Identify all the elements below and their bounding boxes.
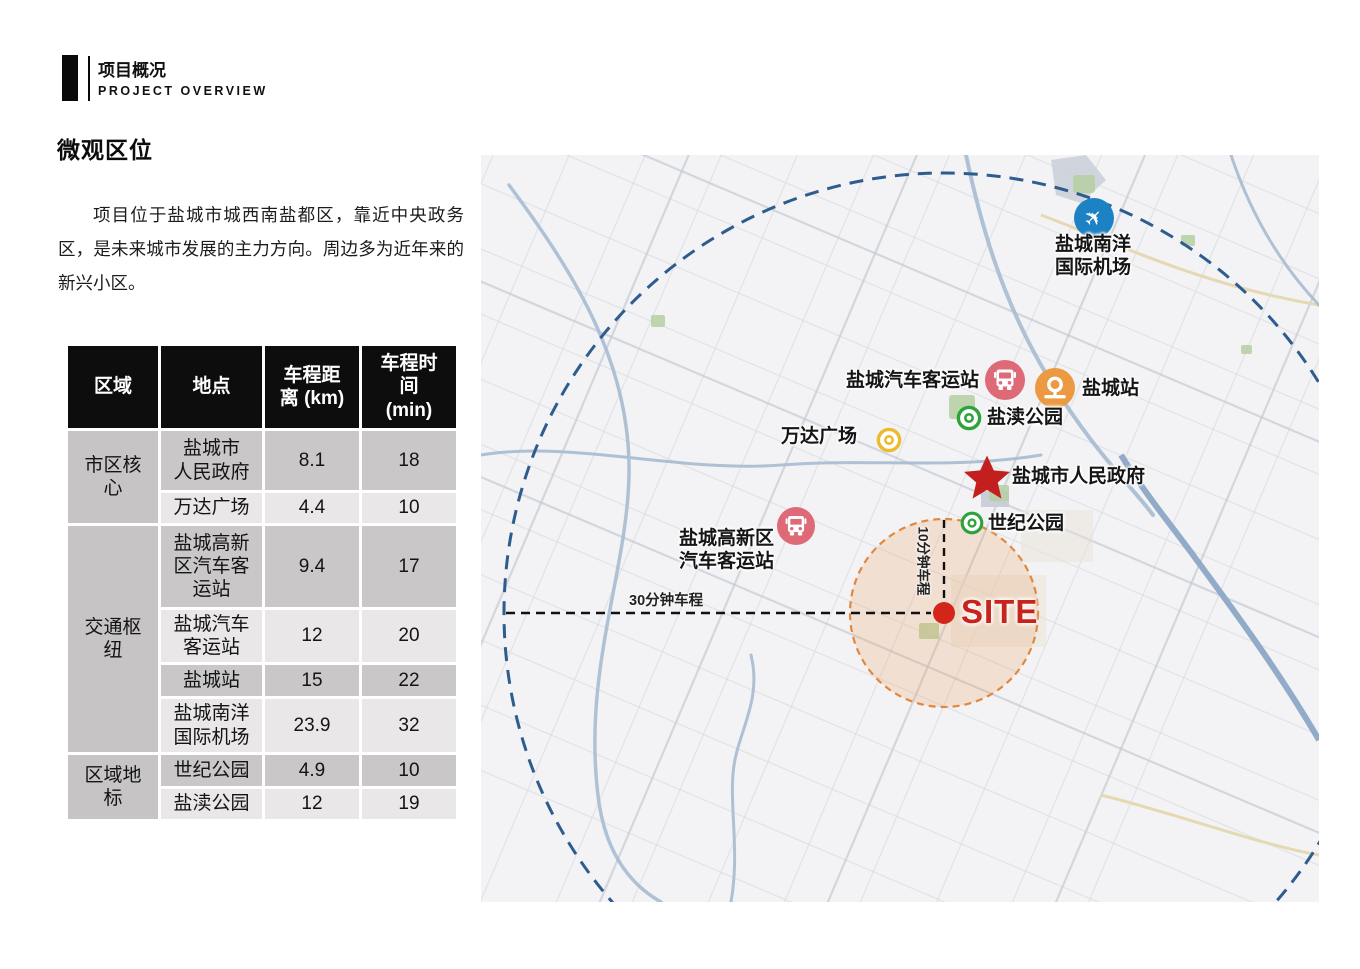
- map-base: [481, 155, 1319, 902]
- distance-cell: 8.1: [262, 428, 362, 493]
- table-header-row: 区域 地点 车程距 离 (km) 车程时 间 (min): [65, 343, 459, 431]
- time-cell: 19: [359, 786, 459, 822]
- site-label: SITE: [961, 593, 1039, 630]
- place-cell: 盐城市 人民政府: [158, 428, 265, 493]
- plaza-ring-icon: [876, 427, 902, 453]
- header-divider: [88, 56, 90, 101]
- distance-table: 区域 地点 车程距 离 (km) 车程时 间 (min) 市区核 心 盐城市 人…: [65, 343, 459, 822]
- table-row: 盐城站 15 22: [67, 662, 459, 699]
- park-ring-icon: [960, 511, 984, 535]
- city-government-label: 盐城市人民政府: [1012, 466, 1146, 487]
- header-block-mark: [62, 55, 78, 101]
- region-cell: 区域地 标: [65, 752, 161, 822]
- distance-cell: 4.4: [262, 490, 362, 526]
- wanda-plaza-label: 万达广场: [780, 426, 857, 447]
- star-icon: [964, 455, 1010, 499]
- distance-cell: 12: [262, 607, 362, 665]
- yandu-park-label: 盐渎公园: [987, 407, 1064, 428]
- place-cell: 盐渎公园: [158, 786, 265, 822]
- train-icon: [1035, 368, 1075, 408]
- yandu-park-marker: [956, 405, 982, 431]
- drive-10min-label: 10分钟车程: [915, 526, 931, 596]
- bus-station-label: 盐城汽车客运站: [845, 370, 979, 391]
- table-row: 盐城南洋 国际机场 23.9 32: [67, 696, 459, 755]
- airport-marker: ✈: [1074, 198, 1114, 238]
- place-cell: 盐城高新 区汽车客 运站: [158, 523, 265, 610]
- time-cell: 32: [359, 696, 459, 755]
- time-cell: 10: [359, 752, 459, 789]
- place-cell: 盐城南洋 国际机场: [158, 696, 265, 755]
- century-park-label: 世纪公园: [988, 513, 1065, 534]
- place-cell: 万达广场: [158, 490, 265, 526]
- distance-cell: 12: [262, 786, 362, 822]
- hightech-bus-station-label: 盐城高新区 汽车客运站: [679, 528, 775, 573]
- bus-station-marker: [985, 360, 1025, 400]
- table-row: 市区核 心 盐城市 人民政府 8.1 18: [65, 428, 459, 526]
- header-title-zh: 项目概况: [98, 61, 166, 80]
- plane-icon: ✈: [1074, 198, 1114, 238]
- col-header-time: 车程时 间 (min): [359, 343, 459, 431]
- distance-cell: 9.4: [262, 523, 362, 610]
- region-cell: 市区核 心: [65, 428, 161, 526]
- time-cell: 17: [359, 523, 459, 610]
- time-cell: 22: [359, 662, 459, 699]
- col-header-distance: 车程距 离 (km): [262, 343, 362, 431]
- col-header-region: 区域: [65, 343, 161, 431]
- hightech-bus-station-marker: [777, 507, 815, 545]
- bus-icon: [985, 360, 1025, 400]
- table-row: 交通枢 纽 盐城高新 区汽车客 运站 9.4 17: [65, 523, 459, 755]
- airport-label: 盐城南洋 国际机场: [1055, 234, 1132, 279]
- railway-station-label: 盐城站: [1082, 378, 1140, 399]
- bus-icon: [777, 507, 815, 545]
- park-ring-icon: [956, 405, 982, 431]
- region-cell: 交通枢 纽: [65, 523, 161, 755]
- table-row: 万达广场 4.4 10: [67, 490, 459, 526]
- location-map: ✈ 盐城南洋 国际机场 盐城汽车客运站: [481, 155, 1319, 902]
- intro-paragraph: 项目位于盐城市城西南盐都区，靠近中央政务区，是未来城市发展的主力方向。周边多为近…: [58, 205, 464, 294]
- time-cell: 10: [359, 490, 459, 526]
- wanda-plaza-marker: [876, 427, 902, 453]
- place-cell: 盐城汽车 客运站: [158, 607, 265, 665]
- time-cell: 20: [359, 607, 459, 665]
- railway-station-marker: [1035, 368, 1075, 408]
- place-cell: 盐城站: [158, 662, 265, 699]
- header-title-en: PROJECT OVERVIEW: [98, 84, 268, 98]
- place-cell: 世纪公园: [158, 752, 265, 789]
- distance-cell: 23.9: [262, 696, 362, 755]
- table-row: 盐渎公园 12 19: [67, 786, 459, 822]
- distance-cell: 4.9: [262, 752, 362, 789]
- site-dot: [933, 602, 955, 624]
- drive-30min-label: 30分钟车程: [629, 593, 704, 609]
- table-row: 区域地 标 世纪公园 4.9 10: [65, 752, 459, 822]
- section-heading: 微观区位: [57, 137, 153, 163]
- col-header-place: 地点: [158, 343, 265, 431]
- drive-30min-circle: [502, 171, 1319, 902]
- distance-cell: 15: [262, 662, 362, 699]
- city-government-marker: [964, 455, 1010, 499]
- table-row: 盐城汽车 客运站 12 20: [67, 607, 459, 665]
- century-park-marker: [960, 511, 984, 535]
- time-cell: 18: [359, 428, 459, 493]
